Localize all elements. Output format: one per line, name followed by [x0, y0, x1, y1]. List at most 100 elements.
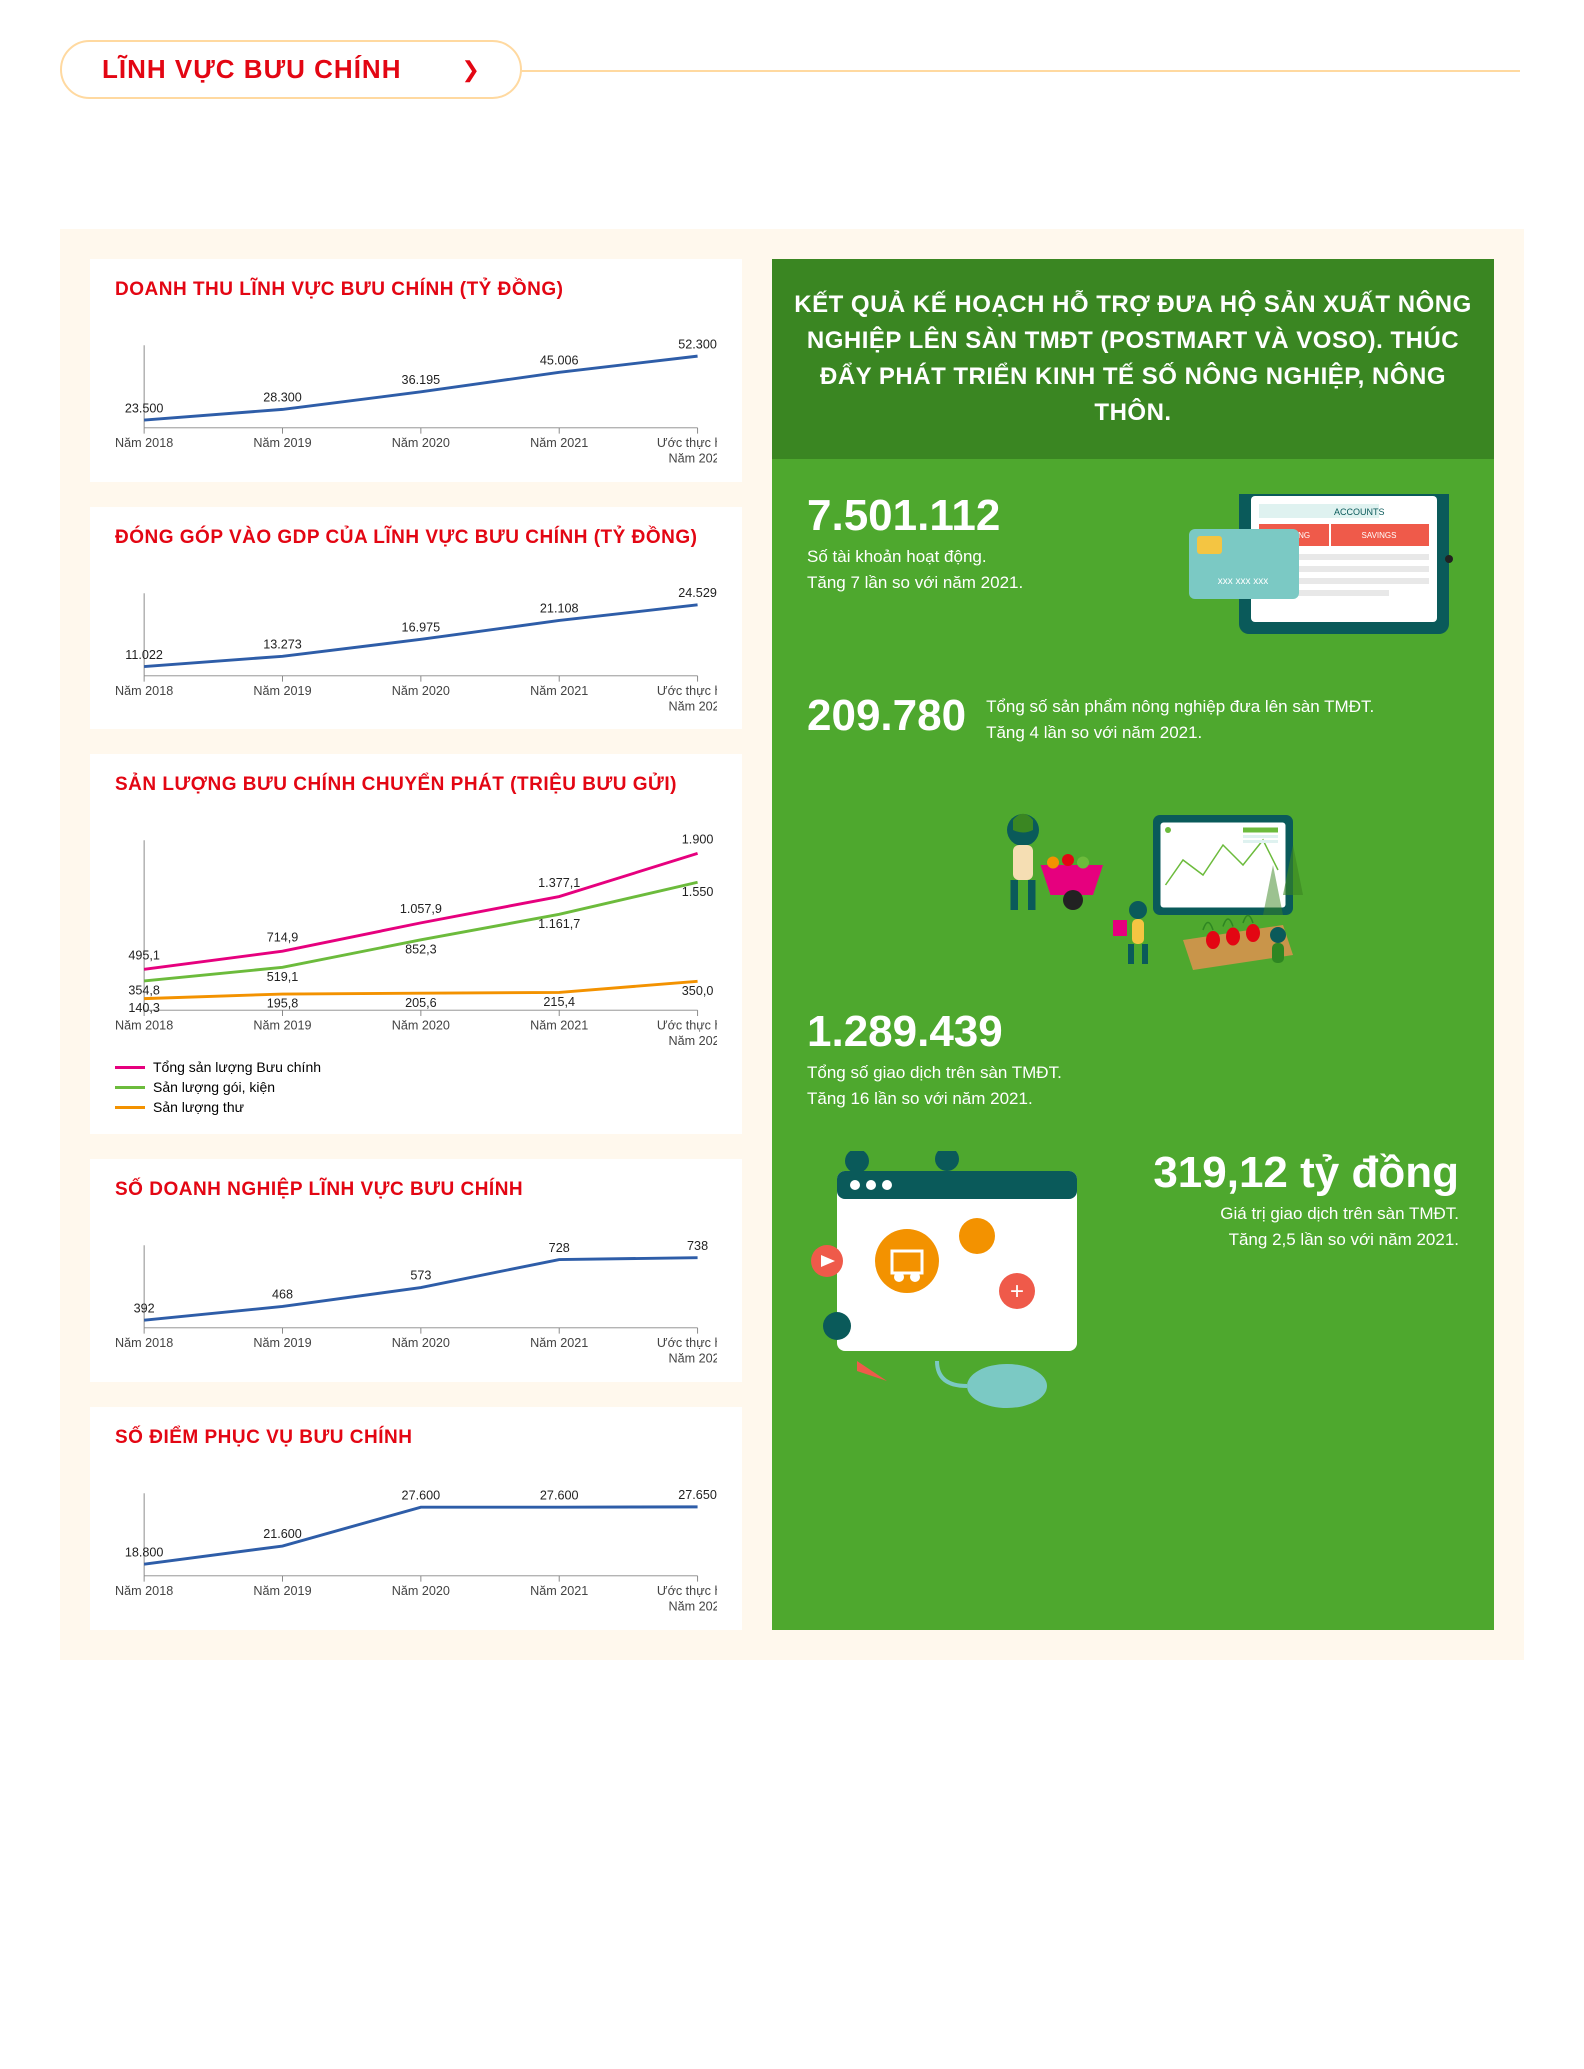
svg-text:205,6: 205,6 [405, 996, 437, 1010]
stat-label: Tổng số sản phẩm nông nghiệp đưa lên sàn… [986, 694, 1374, 720]
svg-text:18.800: 18.800 [125, 1545, 164, 1559]
stat-label: Tổng số giao dịch trên sàn TMĐT. [807, 1060, 1459, 1086]
svg-text:519,1: 519,1 [267, 970, 299, 984]
svg-text:11.022: 11.022 [125, 647, 163, 661]
info-panel-title: KẾT QUẢ KẾ HOẠCH HỖ TRỢ ĐƯA HỘ SẢN XUẤT … [792, 287, 1474, 431]
stat-block-value: + 319,12 tỷ đồng Giá trị giao dịch [807, 1151, 1459, 1416]
stat-block-products: 209.780 Tổng số sản phẩm nông nghiệp đưa… [807, 694, 1459, 745]
info-panel: KẾT QUẢ KẾ HOẠCH HỖ TRỢ ĐƯA HỘ SẢN XUẤT … [772, 259, 1494, 1630]
svg-text:Năm 2021: Năm 2021 [530, 1584, 588, 1598]
svg-text:23.500: 23.500 [125, 401, 164, 415]
chart-card-points: SỐ ĐIỂM PHỤC VỤ BƯU CHÍNH Năm 2018Năm 20… [90, 1407, 742, 1630]
stat-sublabel: Tăng 16 lần so với năm 2021. [807, 1086, 1459, 1112]
header-tab: LĨNH VỰC BƯU CHÍNH ❯ [60, 40, 522, 99]
svg-text:21.600: 21.600 [263, 1527, 302, 1541]
svg-text:573: 573 [410, 1269, 431, 1283]
svg-text:Năm 2018: Năm 2018 [115, 1584, 173, 1598]
legend-item: Sản lượng thư [115, 1099, 717, 1115]
svg-text:Ước thực hiện: Ước thực hiện [657, 1019, 717, 1033]
stat-label: Giá trị giao dịch trên sàn TMĐT. [1127, 1201, 1459, 1227]
chart-card-enterprises: SỐ DOANH NGHIỆP LĨNH VỰC BƯU CHÍNH Năm 2… [90, 1159, 742, 1382]
svg-text:1.900: 1.900 [682, 833, 714, 847]
svg-text:1.057,9: 1.057,9 [400, 902, 442, 916]
svg-text:Năm 2022: Năm 2022 [668, 1600, 717, 1614]
chevron-right-icon: ❯ [461, 57, 479, 83]
chart-svg: Năm 2018Năm 2019Năm 2020Năm 2021Ước thực… [115, 1221, 717, 1367]
svg-text:195,8: 195,8 [267, 997, 299, 1011]
svg-text:852,3: 852,3 [405, 943, 437, 957]
svg-text:215,4: 215,4 [543, 995, 575, 1009]
svg-text:Năm 2021: Năm 2021 [530, 1019, 588, 1033]
svg-text:354,8: 354,8 [128, 984, 160, 998]
chart-title: SỐ DOANH NGHIỆP LĨNH VỰC BƯU CHÍNH [115, 1179, 717, 1201]
svg-text:xxx xxx xxx: xxx xxx xxx [1218, 576, 1269, 587]
svg-text:Năm 2020: Năm 2020 [392, 1584, 450, 1598]
svg-text:Ước thực hiện: Ước thực hiện [657, 436, 717, 450]
svg-text:Năm 2019: Năm 2019 [253, 1337, 311, 1351]
charts-column: DOANH THU LĨNH VỰC BƯU CHÍNH (TỶ ĐỒNG) N… [90, 259, 742, 1630]
svg-text:738: 738 [687, 1239, 708, 1253]
legend-swatch [115, 1106, 145, 1109]
stat-block-transactions: 1.289.439 Tổng số giao dịch trên sàn TMĐ… [807, 1010, 1459, 1111]
svg-text:27.650: 27.650 [678, 1488, 717, 1502]
svg-text:Năm 2018: Năm 2018 [115, 684, 173, 698]
svg-text:52.300: 52.300 [678, 337, 717, 351]
page-title: LĨNH VỰC BƯU CHÍNH [102, 54, 401, 85]
svg-text:27.600: 27.600 [402, 1488, 441, 1502]
stat-block-accounts: ACCOUNTS CHECKING SAVINGS xxx xxx xxx [807, 494, 1459, 654]
farmer-illustration [807, 785, 1459, 985]
svg-text:Ước thực hiện: Ước thực hiện [657, 1584, 717, 1598]
svg-text:Ước thực hiện: Ước thực hiện [657, 1337, 717, 1351]
legend-label: Sản lượng gói, kiện [153, 1079, 275, 1095]
svg-text:495,1: 495,1 [128, 949, 160, 963]
info-panel-header: KẾT QUẢ KẾ HOẠCH HỖ TRỢ ĐƯA HỘ SẢN XUẤT … [772, 259, 1494, 459]
svg-text:392: 392 [134, 1302, 155, 1316]
svg-text:1.377,1: 1.377,1 [538, 876, 580, 890]
chart-card-volume: SẢN LƯỢNG BƯU CHÍNH CHUYỂN PHÁT (TRIỆU B… [90, 754, 742, 1134]
stat-sublabel: Tăng 4 lần so với năm 2021. [986, 720, 1374, 746]
legend-swatch [115, 1086, 145, 1089]
chart-svg: Năm 2018Năm 2019Năm 2020Năm 2021Ước thực… [115, 321, 717, 467]
chart-svg: Năm 2018 Năm 2019 Năm 2020 Năm 2021 Ước thực… [115, 1469, 717, 1615]
svg-text:16.975: 16.975 [402, 620, 441, 634]
svg-text:Năm 2021: Năm 2021 [530, 1337, 588, 1351]
stat-number: 1.289.439 [807, 1010, 1459, 1054]
chart-title: SỐ ĐIỂM PHỤC VỤ BƯU CHÍNH [115, 1427, 717, 1449]
chart-title: ĐÓNG GÓP VÀO GDP CỦA LĨNH VỰC BƯU CHÍNH … [115, 527, 717, 549]
svg-text:1.161,7: 1.161,7 [538, 917, 580, 931]
svg-text:45.006: 45.006 [540, 354, 579, 368]
chart-card-revenue: DOANH THU LĨNH VỰC BƯU CHÍNH (TỶ ĐỒNG) N… [90, 259, 742, 482]
legend-label: Sản lượng thư [153, 1099, 244, 1115]
svg-text:728: 728 [549, 1241, 570, 1255]
svg-text:Năm 2022: Năm 2022 [668, 452, 717, 466]
stat-number: 319,12 tỷ đồng [1127, 1151, 1459, 1195]
svg-text:468: 468 [272, 1288, 293, 1302]
chart-card-gdp: ĐÓNG GÓP VÀO GDP CỦA LĨNH VỰC BƯU CHÍNH … [90, 507, 742, 730]
svg-text:Năm 2019: Năm 2019 [253, 684, 311, 698]
svg-text:Năm 2022: Năm 2022 [668, 1034, 717, 1048]
svg-text:36.195: 36.195 [402, 373, 441, 387]
tablet-illustration: ACCOUNTS CHECKING SAVINGS xxx xxx xxx [1179, 494, 1459, 654]
svg-text:13.273: 13.273 [263, 637, 302, 651]
legend-item: Tổng sản lượng Bưu chính [115, 1059, 717, 1075]
svg-text:Năm 2021: Năm 2021 [530, 436, 588, 450]
svg-text:Năm 2022: Năm 2022 [668, 699, 717, 713]
chart-title: SẢN LƯỢNG BƯU CHÍNH CHUYỂN PHÁT (TRIỆU B… [115, 774, 717, 796]
svg-text:+: + [1010, 1278, 1024, 1305]
legend-swatch [115, 1066, 145, 1069]
svg-text:21.108: 21.108 [540, 601, 579, 615]
svg-text:Năm 2022: Năm 2022 [668, 1352, 717, 1366]
svg-text:Năm 2019: Năm 2019 [253, 1584, 311, 1598]
svg-text:Năm 2021: Năm 2021 [530, 684, 588, 698]
svg-text:Năm 2018: Năm 2018 [115, 436, 173, 450]
svg-text:28.300: 28.300 [263, 391, 302, 405]
chart-svg: Năm 2018Năm 2019Năm 2020Năm 2021Ước thực… [115, 569, 717, 715]
content-grid: DOANH THU LĨNH VỰC BƯU CHÍNH (TỶ ĐỒNG) N… [60, 229, 1524, 1660]
svg-text:714,9: 714,9 [267, 931, 299, 945]
chart-title: DOANH THU LĨNH VỰC BƯU CHÍNH (TỶ ĐỒNG) [115, 279, 717, 301]
svg-text:Năm 2020: Năm 2020 [392, 1019, 450, 1033]
svg-text:Năm 2020: Năm 2020 [392, 436, 450, 450]
svg-text:Năm 2020: Năm 2020 [392, 1337, 450, 1351]
svg-text:350,0: 350,0 [682, 984, 714, 998]
legend-item: Sản lượng gói, kiện [115, 1079, 717, 1095]
